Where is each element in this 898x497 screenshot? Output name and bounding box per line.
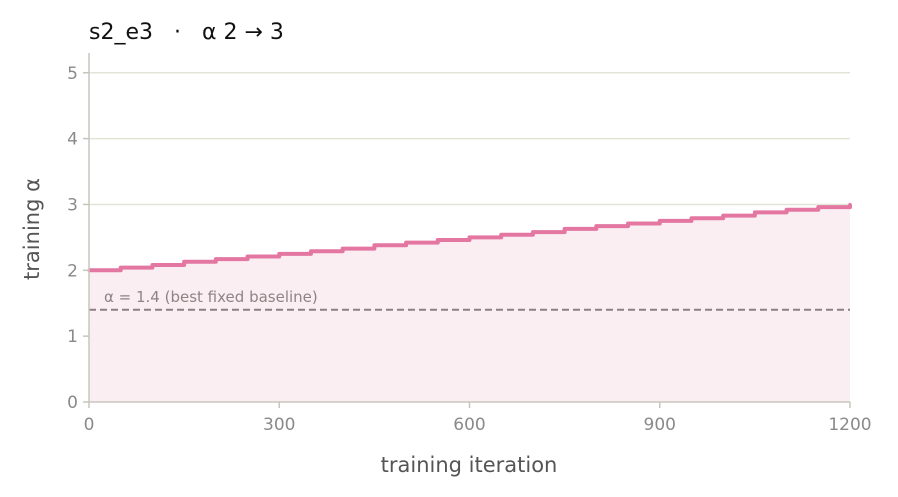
alpha-data-point <box>404 241 408 245</box>
alpha-data-point <box>721 214 725 218</box>
x-tick-label: 900 <box>644 415 676 435</box>
ticks: 0 1 2 3 4 5 0 300 600 900 1200 <box>67 64 871 435</box>
alpha-data-point <box>594 224 598 228</box>
alpha-data-point <box>626 221 630 226</box>
y-tick-label: 3 <box>67 195 78 215</box>
alpha-data-point <box>563 227 567 231</box>
alpha-data-point <box>214 257 218 261</box>
y-tick-label: 2 <box>67 261 78 281</box>
y-tick-label: 1 <box>67 327 78 347</box>
alpha-data-point <box>753 210 757 214</box>
x-tick-label: 0 <box>84 415 95 435</box>
alpha-data-point <box>467 235 472 239</box>
alpha-data-point <box>277 252 281 256</box>
y-tick-label: 5 <box>67 64 78 84</box>
alpha-data-point <box>848 202 852 207</box>
x-axis-label: training iteration <box>381 453 558 477</box>
reference-line-group: α = 1.4 (best fixed baseline) <box>89 288 850 311</box>
alpha-data-point <box>341 246 345 251</box>
y-tick-label: 0 <box>67 393 78 413</box>
alpha-data-point <box>372 243 376 247</box>
alpha-data-point <box>150 263 155 267</box>
baseline-reference-label: α = 1.4 (best fixed baseline) <box>104 288 318 306</box>
alpha-data-point <box>309 249 313 253</box>
alpha-data-point <box>689 216 694 220</box>
y-tick-label: 4 <box>67 130 78 150</box>
x-tick-label: 300 <box>263 415 295 435</box>
alpha-data-point <box>499 233 503 237</box>
alpha-data-point <box>784 208 789 212</box>
alpha-data-point <box>658 219 662 223</box>
chart-title: s2_e3 · α 2 → 3 <box>89 20 284 45</box>
alpha-data-point <box>182 260 186 264</box>
x-tick-label: 1200 <box>828 415 871 435</box>
series-group <box>87 202 852 273</box>
alpha-data-point <box>531 230 535 234</box>
alpha-data-point <box>245 254 250 259</box>
y-axis-label: training α <box>20 178 44 280</box>
x-tick-label: 600 <box>453 415 485 435</box>
alpha-data-point <box>816 205 820 209</box>
alpha-data-point <box>119 266 123 270</box>
alpha-data-point <box>436 238 440 242</box>
